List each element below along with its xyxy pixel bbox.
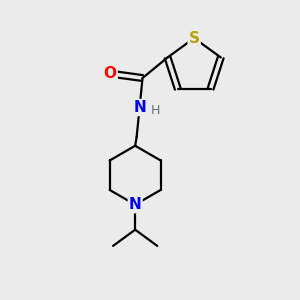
Text: H: H	[151, 104, 160, 117]
Text: N: N	[133, 100, 146, 115]
Text: O: O	[103, 66, 117, 81]
Text: N: N	[129, 197, 142, 212]
Text: S: S	[189, 31, 200, 46]
